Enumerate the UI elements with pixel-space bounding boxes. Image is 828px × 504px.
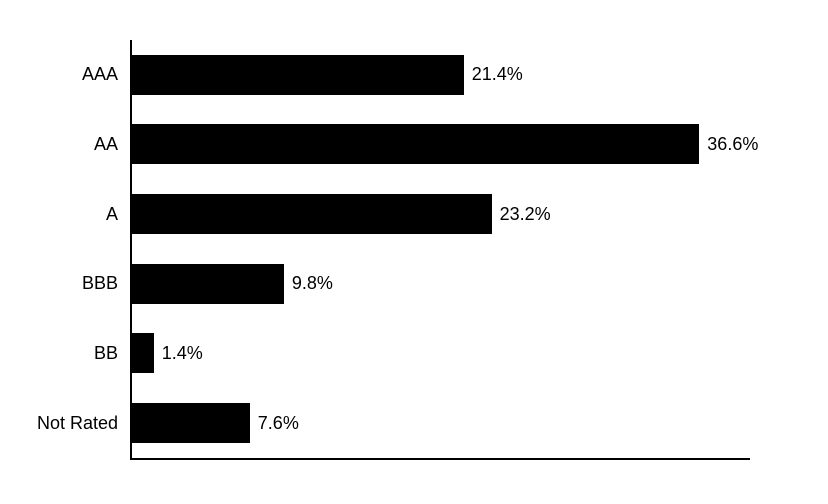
bar-row: AA36.6% (132, 124, 750, 164)
bar (132, 403, 250, 443)
value-label: 1.4% (154, 333, 203, 373)
bar-row: A23.2% (132, 194, 750, 234)
category-label: Not Rated (0, 403, 118, 443)
bar (132, 194, 492, 234)
category-label: AAA (0, 55, 118, 95)
category-label: AA (0, 124, 118, 164)
bar (132, 124, 699, 164)
bar (132, 264, 284, 304)
value-label: 21.4% (464, 55, 523, 95)
bar-row: Not Rated7.6% (132, 403, 750, 443)
plot-area: AAA21.4% AA36.6% A23.2% BBB9.8% BB1.4% Not Ra… (130, 40, 750, 460)
bar-row: BB1.4% (132, 333, 750, 373)
value-label: 7.6% (250, 403, 299, 443)
bar-row: AAA21.4% (132, 55, 750, 95)
category-label: BBB (0, 264, 118, 304)
bar (132, 333, 154, 373)
bar-rows: AAA21.4% AA36.6% A23.2% BBB9.8% BB1.4% Not Ra… (132, 40, 750, 458)
category-label: BB (0, 333, 118, 373)
value-label: 9.8% (284, 264, 333, 304)
value-label: 36.6% (699, 124, 758, 164)
bar-row: BBB9.8% (132, 264, 750, 304)
rating-distribution-chart: AAA21.4%AA36.6%A23.2%BBB9.8%BB1.4%Not Ra… (0, 0, 828, 504)
category-label: A (0, 194, 118, 234)
value-label: 23.2% (492, 194, 551, 234)
bar (132, 55, 464, 95)
